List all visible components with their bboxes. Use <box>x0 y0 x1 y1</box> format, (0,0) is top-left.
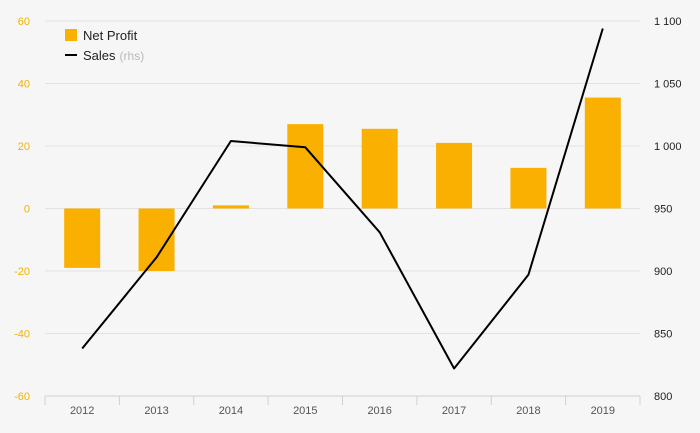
x-tick-label: 2016 <box>367 405 391 417</box>
x-tick-label: 2019 <box>591 405 615 417</box>
gridlines <box>45 20 640 397</box>
y-left-tick-label: -20 <box>14 266 30 278</box>
y-left-tick-label: 0 <box>24 204 30 216</box>
x-tick-label: 2014 <box>219 405 243 417</box>
x-tick-label: 2018 <box>516 405 540 417</box>
legend-swatch-net-profit <box>65 29 77 41</box>
bar-net-profit <box>212 205 249 209</box>
y-left-tick-label: 60 <box>18 16 30 28</box>
bar-net-profit <box>361 128 398 209</box>
x-tick-label: 2017 <box>442 405 466 417</box>
svg-text:Sales(rhs): Sales (rhs) <box>83 48 144 63</box>
y-right-tick-label: 900 <box>654 266 672 278</box>
bar-net-profit <box>138 208 175 271</box>
legend-label-sales: Sales <box>83 48 116 63</box>
y-right-tick-label: 850 <box>654 329 672 341</box>
x-tick-label: 2013 <box>144 405 168 417</box>
bar-net-profit <box>64 208 101 268</box>
y-left-tick-label: 40 <box>18 79 30 91</box>
y-left-tick-label: -60 <box>14 391 30 403</box>
sales-line-group <box>81 28 604 370</box>
y-right-tick-label: 1 000 <box>654 141 682 153</box>
x-tick-label: 2015 <box>293 405 317 417</box>
legend-label-net-profit: Net Profit <box>83 28 138 43</box>
bar-net-profit <box>436 142 473 209</box>
bar-net-profit <box>287 124 324 209</box>
bar-net-profit <box>584 97 621 209</box>
sales-line <box>81 28 604 370</box>
legend-label-sales-suffix: (rhs) <box>120 49 145 63</box>
y-right-tick-label: 1 100 <box>654 16 682 28</box>
y-right-tick-label: 950 <box>654 204 672 216</box>
y-left-tick-label: -40 <box>14 329 30 341</box>
y-left-tick-label: 20 <box>18 141 30 153</box>
axes: 60 1 100 40 1 050 20 1 000 0 950 -20 900 -40 850 -60… <box>14 16 681 417</box>
x-tick-label: 2012 <box>70 405 94 417</box>
y-right-tick-label: 800 <box>654 391 672 403</box>
legend: Net Profit Sales (rhs) <box>65 28 144 63</box>
bar-net-profit <box>510 167 547 209</box>
y-right-tick-label: 1 050 <box>654 79 682 91</box>
